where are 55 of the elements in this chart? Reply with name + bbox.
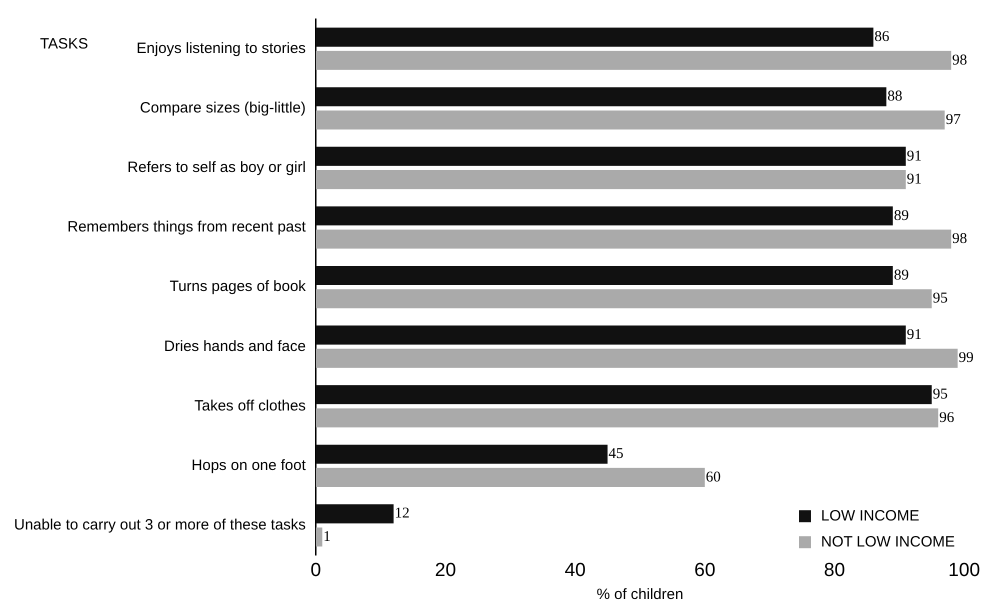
data-label: 12 (394, 506, 410, 522)
y-tick-label: Refers to self as boy or girl (127, 159, 306, 176)
data-label: 89 (894, 208, 909, 224)
y-tick-label: Remembers things from recent past (67, 218, 307, 236)
y-tick-label: Turns pages of book (170, 278, 306, 296)
data-label: 1 (323, 528, 331, 545)
bar (316, 528, 322, 547)
y-tick-label: Unable to carry out 3 or more of these tasks (14, 516, 306, 534)
bar (316, 206, 893, 226)
data-label: 88 (887, 88, 902, 105)
bar (316, 146, 906, 166)
data-label: 91 (906, 327, 922, 343)
bar (316, 266, 893, 286)
data-label: 95 (932, 386, 948, 403)
data-label: 86 (874, 29, 890, 46)
x-tick-label: 40 (564, 560, 586, 581)
x-tick-label: 0 (310, 560, 322, 581)
bar (316, 326, 906, 345)
data-label: 89 (894, 267, 909, 284)
y-tick-label: Takes off clothes (194, 397, 306, 414)
bar (316, 87, 886, 106)
data-label: 99 (958, 350, 974, 366)
bar (316, 468, 705, 487)
y-tick-label: Hops on one foot (192, 456, 307, 474)
x-tick-label: 60 (694, 560, 716, 581)
bar (316, 110, 945, 130)
data-label: 96 (939, 410, 955, 426)
data-label: 95 (932, 290, 948, 307)
bar (316, 289, 932, 308)
data-label: 98 (952, 52, 968, 68)
data-label: 91 (906, 148, 922, 164)
legend-label: NOT LOW INCOME (820, 533, 955, 550)
bar (316, 28, 874, 47)
x-axis-title: % of children (596, 586, 684, 604)
y-tick-label: Compare sizes (big-little) (140, 100, 306, 117)
x-tick-label: 20 (434, 560, 456, 581)
y-axis-title: TASKS (40, 36, 88, 53)
data-label: 98 (952, 231, 968, 248)
bar (316, 50, 952, 70)
x-tick-label: 100 (948, 560, 980, 581)
data-label: 91 (906, 172, 922, 188)
y-tick-label: Enjoys listening to stories (136, 40, 306, 57)
bar (316, 444, 608, 464)
legend-label: LOW INCOME (820, 507, 920, 524)
bar (316, 504, 394, 524)
bar (316, 408, 938, 428)
data-label: 60 (706, 469, 721, 486)
bar (316, 348, 958, 368)
y-tick-label: Dries hands and face (164, 338, 306, 355)
data-label: 97 (946, 112, 962, 128)
bar (316, 170, 906, 190)
bar (316, 385, 932, 404)
data-label: 45 (608, 446, 624, 462)
bar (316, 230, 952, 249)
x-tick-label: 80 (824, 560, 846, 581)
